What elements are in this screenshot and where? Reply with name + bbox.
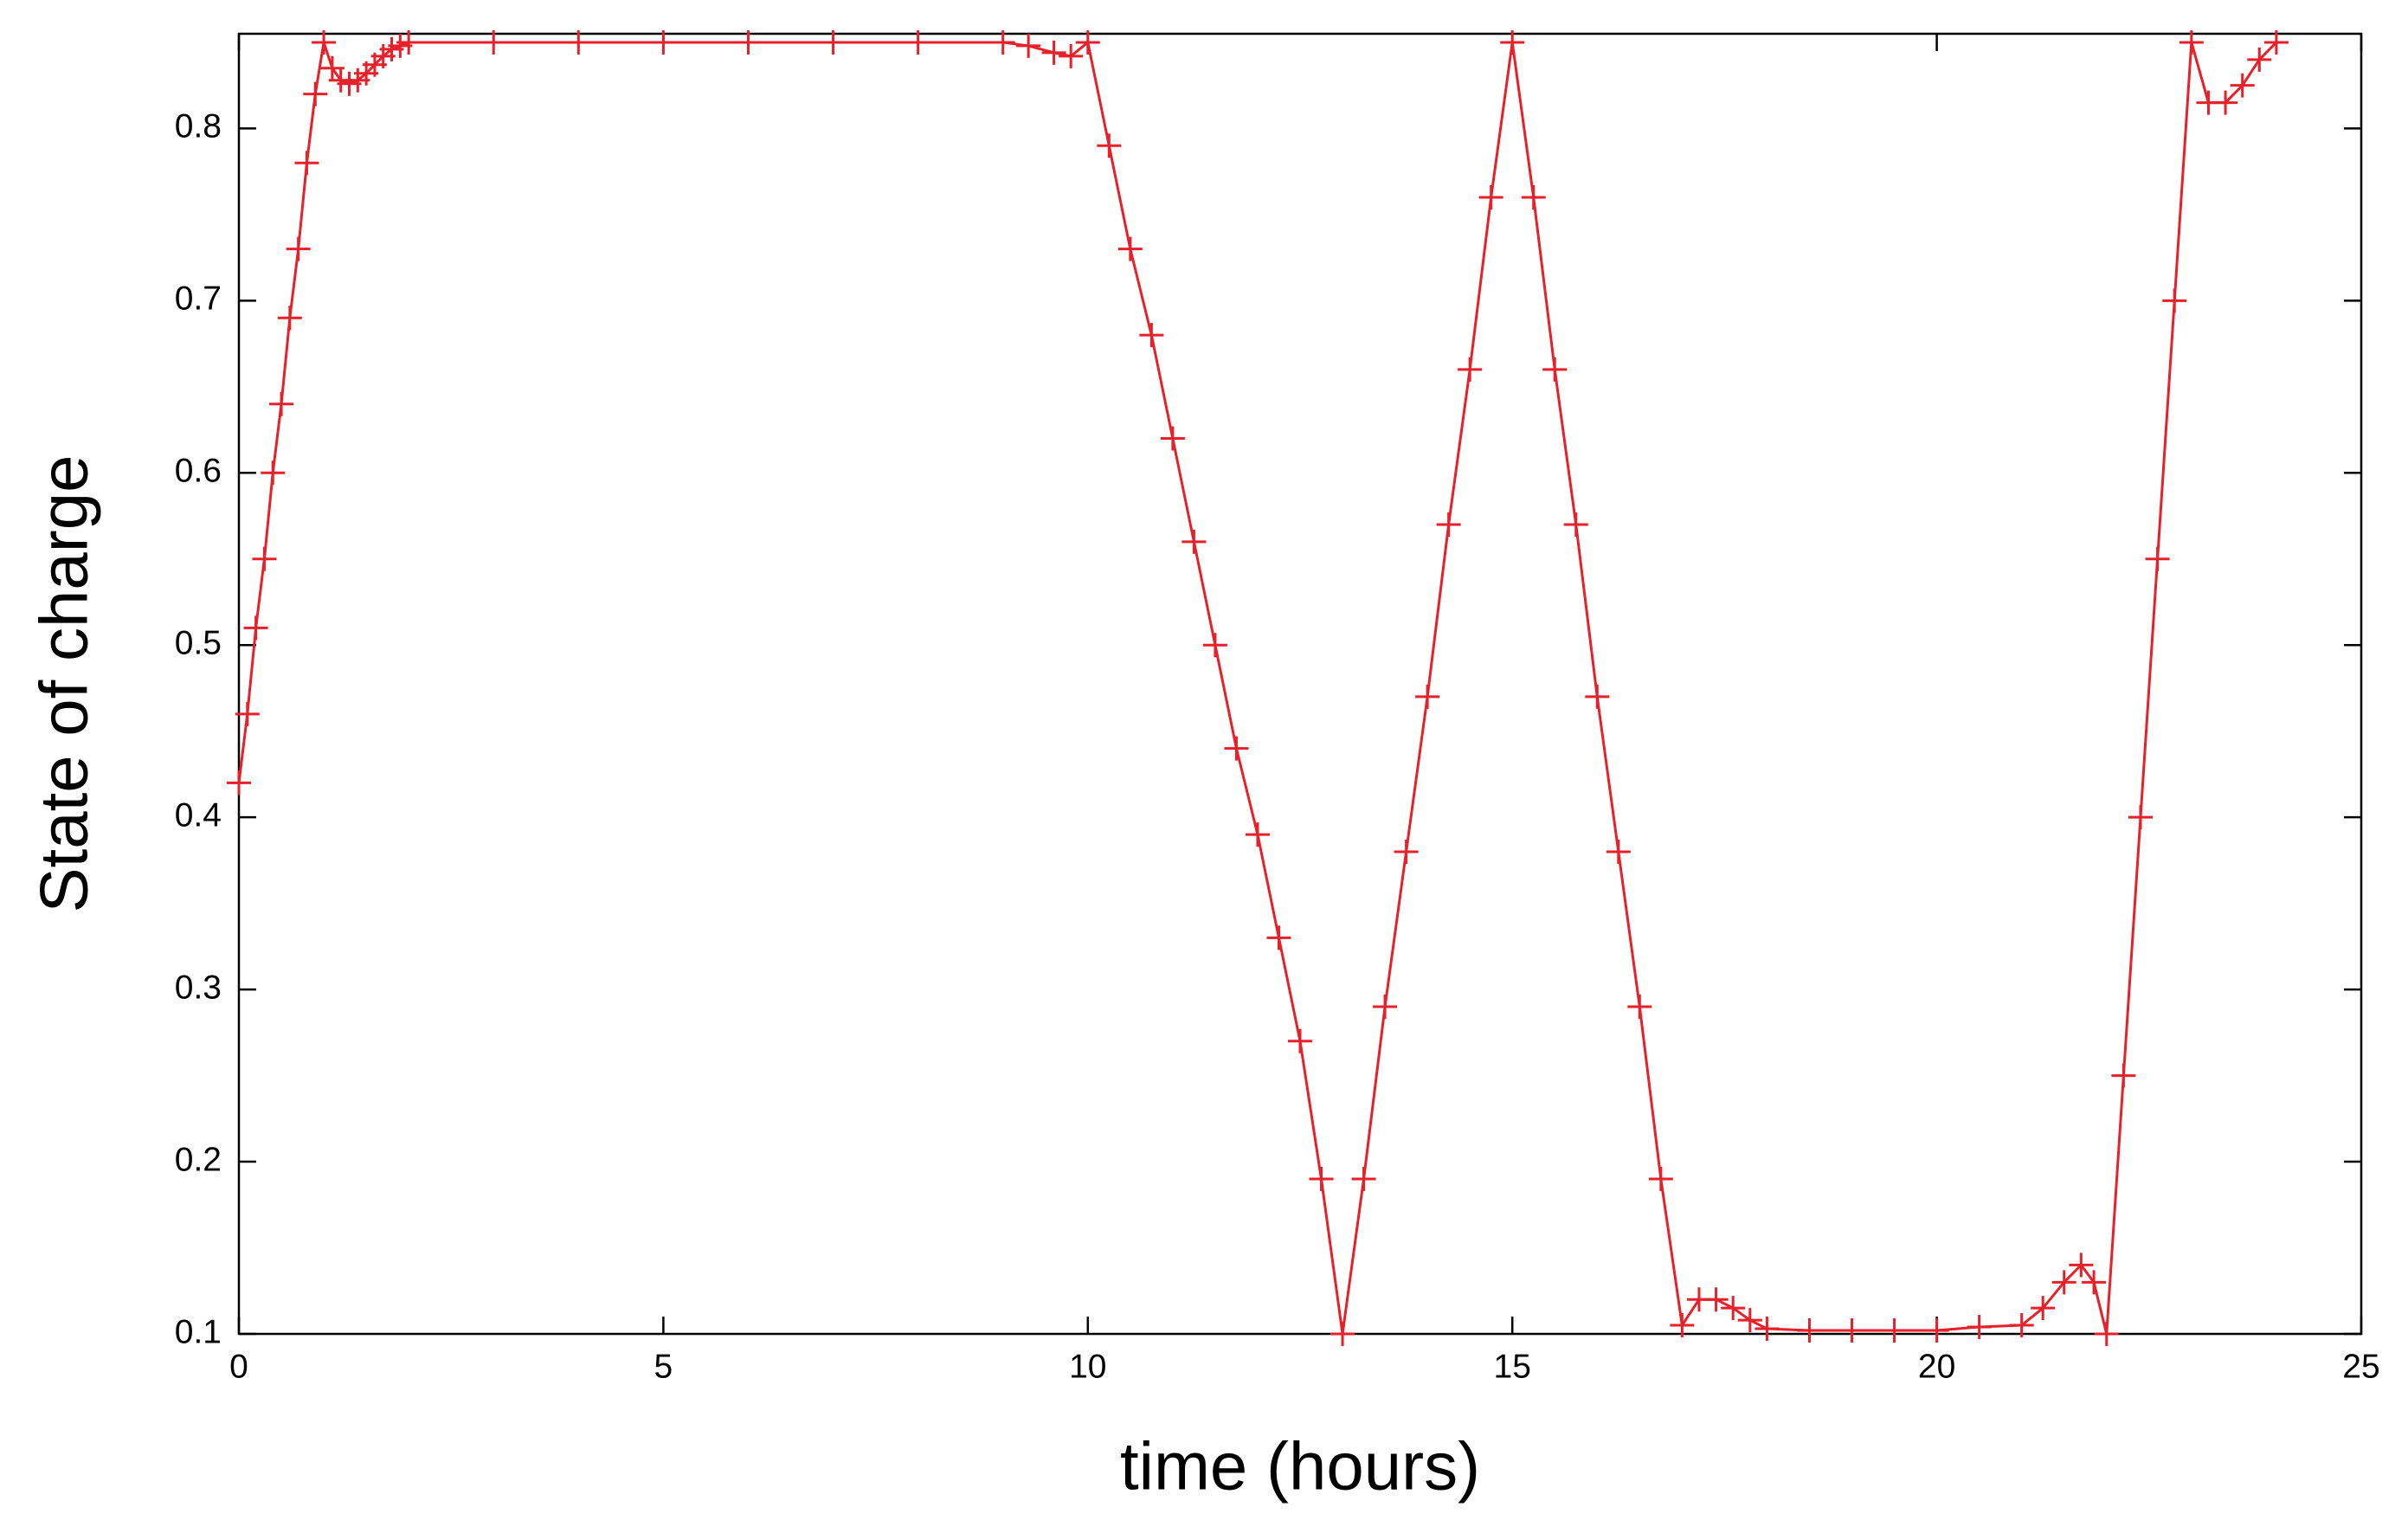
data-point (1330, 1322, 1355, 1346)
y-tick-label: 0.5 (175, 625, 222, 662)
data-point (1309, 1166, 1334, 1191)
data-point (2031, 1296, 2056, 1321)
data-point (1478, 184, 1503, 209)
data-point (2230, 73, 2255, 98)
data-point (566, 29, 591, 55)
data-point (1415, 684, 1440, 709)
x-tick-label: 0 (229, 1348, 248, 1385)
y-tick-label: 0.8 (175, 108, 222, 145)
data-point (990, 29, 1015, 55)
y-tick-label: 0.6 (175, 453, 222, 490)
data-point (1075, 29, 1100, 55)
data-point (1458, 357, 1483, 382)
data-point (269, 391, 294, 416)
data-point (2263, 29, 2289, 55)
data-point (312, 29, 337, 55)
data-point (1436, 512, 1461, 537)
data-point (1627, 995, 1652, 1020)
data-point (1266, 925, 1291, 950)
data-point (261, 461, 286, 486)
data-point (1521, 184, 1546, 209)
x-tick-label: 10 (1069, 1348, 1106, 1385)
x-axis-title: time (hours) (1120, 1428, 1480, 1504)
data-point (2111, 1063, 2136, 1088)
data-point (821, 29, 846, 55)
data-point (1181, 529, 1207, 554)
data-point (481, 29, 506, 55)
y-tick-label: 0.1 (175, 1313, 222, 1350)
data-point (1703, 1287, 1729, 1312)
data-point (1245, 822, 1270, 847)
data-point (2128, 805, 2153, 830)
data-point (1097, 133, 1122, 158)
data-point (2082, 1270, 2107, 1295)
y-tick-label: 0.3 (175, 969, 222, 1006)
data-point (2009, 1313, 2034, 1338)
data-point (243, 615, 268, 641)
data-point (1670, 1313, 1695, 1338)
data-point (2145, 546, 2170, 571)
data-point (1839, 1318, 1864, 1343)
data-line (237, 40, 2277, 1335)
data-point (905, 29, 930, 55)
data-point (1394, 839, 1419, 864)
data-point (286, 236, 311, 261)
data-point (1351, 1166, 1376, 1191)
data-point (1500, 29, 1525, 55)
data-point (1160, 426, 1185, 451)
data-point (736, 29, 761, 55)
data-point (1967, 1315, 1992, 1340)
data-point (1059, 43, 1084, 68)
data-point (2247, 47, 2272, 72)
data-point (1797, 1318, 1822, 1343)
data-point (1041, 40, 1066, 65)
data-point (1924, 1318, 1949, 1343)
x-tick-label: 15 (1494, 1348, 1531, 1385)
data-point (277, 306, 302, 331)
data-point (1737, 1308, 1762, 1333)
data-point (2069, 1253, 2094, 1278)
plot-frame (237, 32, 2363, 1336)
x-tick-label: 20 (1918, 1348, 1955, 1385)
data-point (303, 81, 328, 106)
y-tick-label: 0.4 (175, 796, 222, 834)
data-point (1542, 357, 1568, 382)
data-point (235, 701, 260, 726)
data-point (1288, 1028, 1312, 1053)
data-point (2051, 1270, 2076, 1295)
data-point (1373, 995, 1398, 1020)
data-point (1754, 1317, 1780, 1342)
data-point (2094, 1322, 2119, 1346)
data-point (1202, 633, 1227, 658)
data-point (294, 151, 319, 176)
data-point (1224, 736, 1249, 761)
data-point (1606, 839, 1631, 864)
data-point (1882, 1318, 1907, 1343)
data-point (1721, 1296, 1746, 1321)
y-tick-label: 0.7 (175, 280, 222, 318)
data-point (651, 29, 676, 55)
x-tick-label: 25 (2342, 1348, 2379, 1385)
data-point (1016, 33, 1041, 58)
data-point (396, 29, 422, 55)
y-tick-label: 0.2 (175, 1141, 222, 1178)
x-tick-label: 5 (654, 1348, 673, 1385)
y-axis-title: State of charge (26, 454, 102, 912)
data-point (2213, 90, 2238, 115)
data-point (1139, 323, 1164, 348)
data-point (2179, 29, 2204, 55)
data-point (1585, 684, 1610, 709)
data-point (227, 770, 251, 795)
data-point (1117, 236, 1143, 261)
data-point (252, 546, 277, 571)
data-point (2162, 288, 2187, 313)
data-point (1563, 512, 1588, 537)
data-point (1648, 1166, 1673, 1191)
